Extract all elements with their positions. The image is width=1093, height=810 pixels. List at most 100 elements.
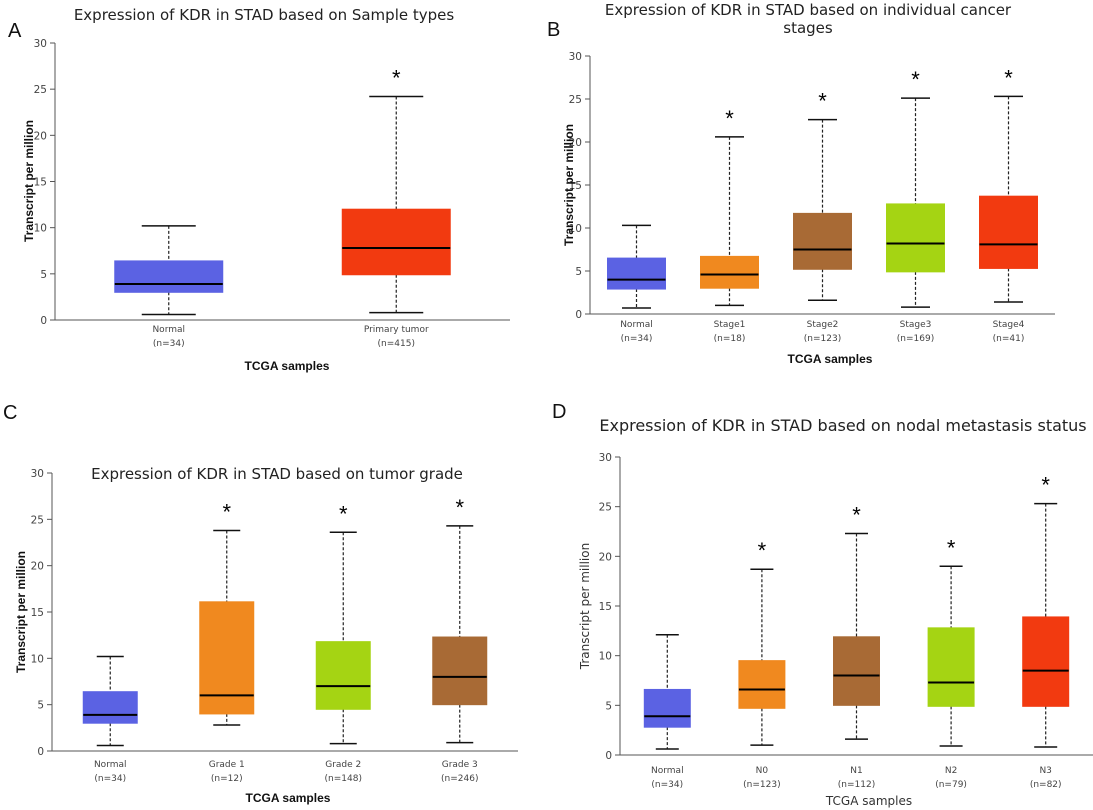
y-tick-label: 20 bbox=[599, 551, 612, 563]
y-axis-label: Transcript per million bbox=[578, 543, 592, 670]
y-tick-label: 20 bbox=[34, 130, 47, 142]
category-count: (n=79) bbox=[935, 780, 967, 790]
category-count: (n=18) bbox=[714, 334, 746, 344]
category-label: Grade 1 bbox=[209, 760, 245, 770]
panel-letter: C bbox=[3, 402, 17, 424]
box-normal bbox=[643, 688, 691, 728]
category-label: N0 bbox=[756, 766, 769, 776]
category-count: (n=34) bbox=[153, 339, 185, 349]
box-normal bbox=[82, 691, 138, 724]
category-count: (n=169) bbox=[897, 334, 934, 344]
significance-star: * bbox=[1041, 473, 1050, 498]
box-normal bbox=[114, 260, 224, 293]
category-label: Stage2 bbox=[807, 320, 839, 330]
y-tick-label: 15 bbox=[569, 180, 582, 192]
box-grade-2 bbox=[315, 641, 371, 710]
y-tick-label: 15 bbox=[599, 601, 612, 613]
x-axis-label: TCGA samples bbox=[788, 352, 873, 366]
category-count: (n=34) bbox=[94, 774, 126, 784]
y-tick-label: 30 bbox=[599, 452, 612, 464]
box-n1 bbox=[833, 636, 880, 706]
category-count: (n=123) bbox=[743, 780, 780, 790]
box-normal bbox=[607, 257, 666, 290]
y-tick-label: 5 bbox=[37, 700, 44, 712]
significance-star: * bbox=[947, 535, 956, 560]
box-n0 bbox=[738, 660, 786, 709]
significance-star: * bbox=[758, 538, 767, 563]
y-axis-label: Transcript per million bbox=[14, 551, 28, 673]
category-count: (n=82) bbox=[1030, 780, 1062, 790]
box-stage2 bbox=[793, 212, 852, 270]
category-count: (n=34) bbox=[651, 780, 683, 790]
significance-star: * bbox=[392, 66, 401, 91]
category-count: (n=41) bbox=[993, 334, 1025, 344]
category-label: Normal bbox=[94, 760, 127, 770]
box-n3 bbox=[1022, 616, 1070, 707]
chart-title: Expression of KDR in STAD based on indiv… bbox=[605, 1, 1012, 19]
y-tick-label: 25 bbox=[569, 94, 582, 106]
y-tick-label: 25 bbox=[31, 514, 44, 526]
y-axis-label: Transcript per million bbox=[562, 124, 576, 246]
category-count: (n=123) bbox=[804, 334, 841, 344]
significance-star: * bbox=[222, 499, 231, 524]
box-n2 bbox=[927, 627, 975, 707]
category-count: (n=415) bbox=[378, 339, 415, 349]
y-tick-label: 30 bbox=[34, 38, 47, 50]
chart-title: Expression of KDR in STAD based on tumor… bbox=[91, 465, 463, 483]
panel-letter: B bbox=[547, 19, 560, 41]
category-count: (n=112) bbox=[838, 780, 875, 790]
panel-letter: D bbox=[552, 401, 566, 423]
significance-star: * bbox=[818, 89, 827, 114]
category-label: Normal bbox=[152, 325, 185, 335]
significance-star: * bbox=[455, 495, 464, 520]
box-grade-3 bbox=[432, 636, 488, 706]
significance-star: * bbox=[1004, 65, 1013, 90]
category-label: Normal bbox=[651, 766, 684, 776]
category-label: Stage4 bbox=[993, 320, 1025, 330]
panel-a: A Expression of KDR in STAD based on Samp… bbox=[8, 6, 510, 373]
category-label: N1 bbox=[850, 766, 862, 776]
category-label: Grade 3 bbox=[442, 760, 478, 770]
x-axis-label: TCGA samples bbox=[246, 791, 331, 805]
category-count: (n=34) bbox=[621, 334, 653, 344]
panel-d: D Expression of KDR in STAD based on noda… bbox=[552, 401, 1093, 808]
category-label: Grade 2 bbox=[325, 760, 361, 770]
y-tick-label: 5 bbox=[40, 269, 47, 281]
y-tick-label: 0 bbox=[575, 309, 582, 321]
y-tick-label: 30 bbox=[569, 51, 582, 63]
y-axis-label: Transcript per million bbox=[22, 120, 36, 242]
box-grade-1 bbox=[199, 601, 255, 715]
y-tick-label: 20 bbox=[569, 137, 582, 149]
y-tick-label: 10 bbox=[599, 651, 612, 663]
box-primary-tumor bbox=[341, 208, 451, 276]
category-label: Stage1 bbox=[714, 320, 746, 330]
y-tick-label: 5 bbox=[605, 700, 612, 712]
y-tick-label: 15 bbox=[31, 607, 44, 619]
significance-star: * bbox=[339, 501, 348, 526]
significance-star: * bbox=[725, 106, 734, 131]
box-stage3 bbox=[886, 203, 945, 273]
category-count: (n=12) bbox=[211, 774, 243, 784]
category-label: N2 bbox=[945, 766, 957, 776]
y-tick-label: 25 bbox=[599, 502, 612, 514]
category-label: Stage3 bbox=[900, 320, 932, 330]
x-axis-label: TCGA samples bbox=[245, 359, 330, 373]
panel-b: B Expression of KDR in STAD based on indi… bbox=[547, 1, 1055, 366]
category-label: N3 bbox=[1039, 766, 1051, 776]
y-tick-label: 15 bbox=[34, 177, 47, 189]
chart-title: Expression of KDR in STAD based on Sampl… bbox=[74, 6, 455, 24]
y-tick-label: 0 bbox=[37, 746, 44, 758]
category-count: (n=148) bbox=[325, 774, 362, 784]
category-label: Normal bbox=[620, 320, 653, 330]
y-tick-label: 0 bbox=[40, 315, 47, 327]
y-tick-label: 10 bbox=[569, 223, 582, 235]
y-tick-label: 0 bbox=[605, 750, 612, 762]
chart-title: stages bbox=[783, 19, 833, 37]
significance-star: * bbox=[852, 502, 861, 527]
x-axis-label: TCGA samples bbox=[825, 794, 912, 808]
panel-c: C Expression of KDR in STAD based on tumo… bbox=[3, 402, 518, 805]
y-tick-label: 10 bbox=[34, 223, 47, 235]
panel-letter: A bbox=[8, 20, 22, 42]
y-tick-label: 5 bbox=[575, 266, 582, 278]
box-stage4 bbox=[979, 195, 1038, 269]
